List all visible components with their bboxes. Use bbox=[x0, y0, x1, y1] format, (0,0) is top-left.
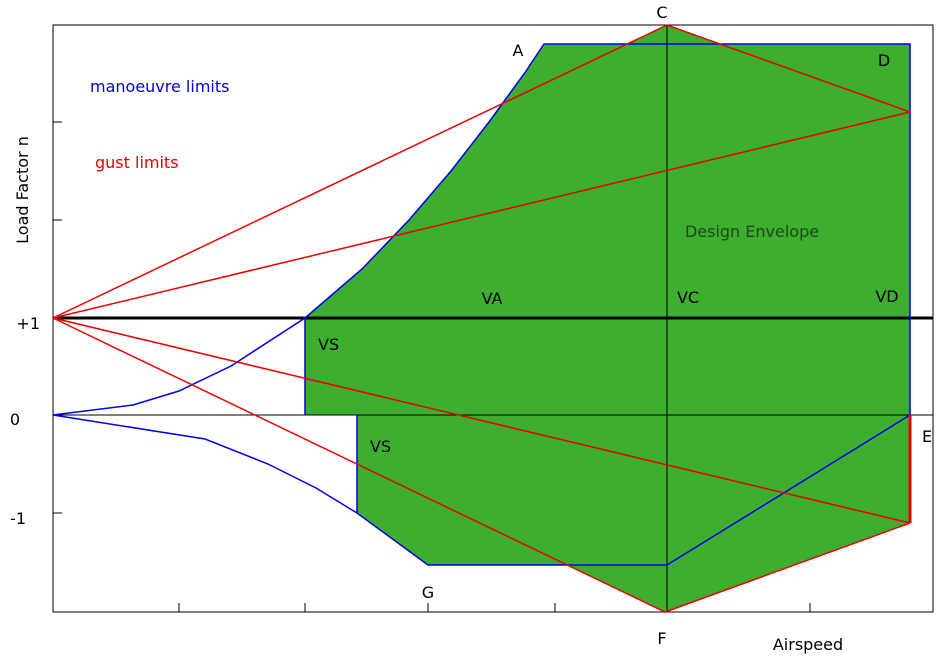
point-label: C bbox=[656, 3, 667, 22]
point-label: F bbox=[657, 629, 666, 648]
ticks bbox=[53, 121, 811, 612]
legend-manoeuvre: manoeuvre limits bbox=[90, 77, 229, 96]
point-label: G bbox=[422, 583, 434, 602]
gust-limits bbox=[52, 24, 912, 613]
region-label: Design Envelope bbox=[685, 222, 819, 241]
speed-label: VC bbox=[677, 288, 699, 307]
speed-label: VD bbox=[875, 287, 898, 306]
envelope-fill bbox=[305, 405, 358, 415]
speed-label: VA bbox=[482, 289, 503, 308]
legend-gust: gust limits bbox=[95, 153, 179, 172]
y-tick-label: +1 bbox=[16, 314, 40, 333]
y-tick-label: 0 bbox=[10, 410, 20, 429]
y-axis-label: Load Factor n bbox=[13, 136, 32, 244]
point-label: D bbox=[878, 51, 890, 70]
point-label: E bbox=[922, 427, 932, 446]
speed-label: VS bbox=[318, 335, 339, 354]
speed-label: VS bbox=[370, 437, 391, 456]
x-axis-label: Airspeed bbox=[773, 635, 843, 654]
y-tick-label: -1 bbox=[10, 509, 26, 528]
point-label: A bbox=[513, 41, 524, 60]
